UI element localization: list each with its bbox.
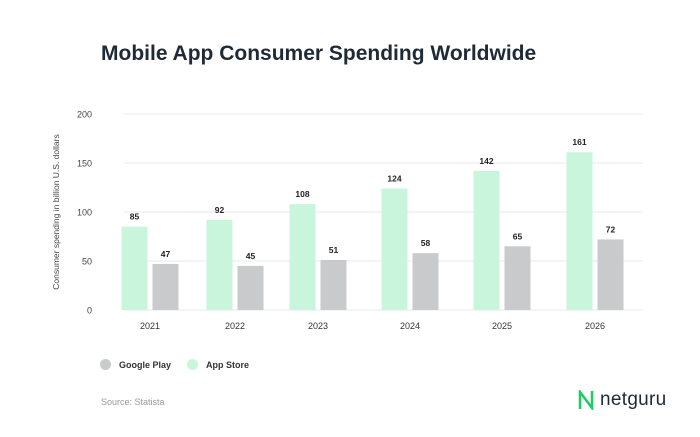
data-label: 142 <box>479 156 493 166</box>
y-tick-label: 0 <box>87 306 92 316</box>
y-tick-label: 50 <box>82 257 92 267</box>
data-label: 72 <box>606 224 616 234</box>
bar-app-store <box>566 152 593 310</box>
bar-app-store <box>381 188 408 310</box>
bar-google-play <box>320 260 347 310</box>
data-label: 124 <box>387 173 401 183</box>
data-label: 47 <box>161 249 171 259</box>
legend-item-app-store: App Store <box>187 359 249 370</box>
data-label: 45 <box>246 251 256 261</box>
y-tick-label: 100 <box>77 208 92 218</box>
google-play-swatch <box>100 359 111 370</box>
bar-google-play <box>504 246 531 310</box>
legend-label: App Store <box>206 359 250 370</box>
legend-item-google-play: Google Play <box>100 359 171 370</box>
bar-google-play <box>412 253 439 310</box>
x-tick-label: 2021 <box>140 321 160 331</box>
x-tick-label: 2024 <box>400 321 420 331</box>
chart-title: Mobile App Consumer Spending Worldwide <box>101 42 537 65</box>
bar-app-store <box>121 226 148 310</box>
data-label: 108 <box>295 189 309 199</box>
data-label: 65 <box>513 231 523 241</box>
data-label: 92 <box>215 205 225 215</box>
source-note: Source: Statista <box>101 397 165 407</box>
data-label: 161 <box>572 137 586 147</box>
x-tick-label: 2023 <box>308 321 328 331</box>
bar-chart: 0 50 100 150 200 Consumer spending in billion… <box>51 110 643 331</box>
x-tick-label: 2025 <box>492 321 512 331</box>
netguru-n-icon <box>578 390 594 410</box>
x-tick-label: 2026 <box>585 321 605 331</box>
data-label: 51 <box>329 245 339 255</box>
y-tick-label: 200 <box>77 110 92 120</box>
bar-app-store <box>206 219 233 310</box>
bar-google-play <box>597 239 624 310</box>
x-tick-label: 2022 <box>225 321 245 331</box>
data-label: 85 <box>130 212 140 222</box>
legend-label: Google Play <box>119 359 172 370</box>
netguru-logo: netguru <box>578 389 667 411</box>
bar-google-play <box>152 263 179 310</box>
logo-text: netguru <box>600 389 667 410</box>
bar-app-store <box>473 170 500 310</box>
data-label: 58 <box>421 238 431 248</box>
y-tick-label: 150 <box>77 159 92 169</box>
bar-google-play <box>237 265 264 310</box>
bar-app-store <box>289 204 316 310</box>
y-axis-label: Consumer spending in billion U.S. dollar… <box>51 134 61 289</box>
app-store-swatch <box>187 359 198 370</box>
